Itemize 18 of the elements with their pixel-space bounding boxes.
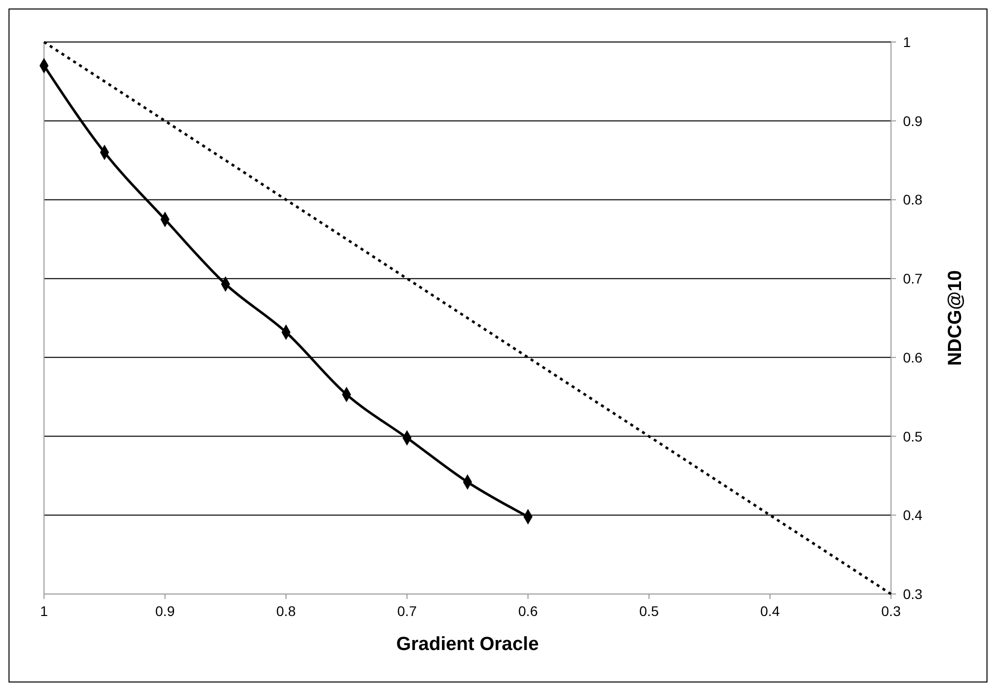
x-axis-title: Gradient Oracle <box>396 634 539 655</box>
y-tick-label: 1 <box>903 34 911 50</box>
x-tick-label: 1 <box>40 603 48 619</box>
x-tick-label: 0.3 <box>881 603 901 619</box>
x-tick-label: 0.7 <box>397 603 417 619</box>
y-tick-label: 0.8 <box>903 192 923 208</box>
x-tick-label: 0.8 <box>276 603 296 619</box>
x-tick-label: 0.9 <box>155 603 175 619</box>
x-tick-label: 0.6 <box>518 603 538 619</box>
y-tick-label: 0.3 <box>903 586 923 602</box>
x-tick-label: 0.4 <box>760 603 780 619</box>
y-tick-label: 0.4 <box>903 507 923 524</box>
y-tick-label: 0.9 <box>903 112 923 129</box>
y-tick-label: 0.7 <box>903 270 923 287</box>
y-tick-label: 0.5 <box>903 428 923 444</box>
x-tick-label: 0.5 <box>639 603 659 619</box>
y-tick-label: 0.6 <box>903 349 923 366</box>
y-axis-title: NDCG@10 <box>945 270 966 366</box>
